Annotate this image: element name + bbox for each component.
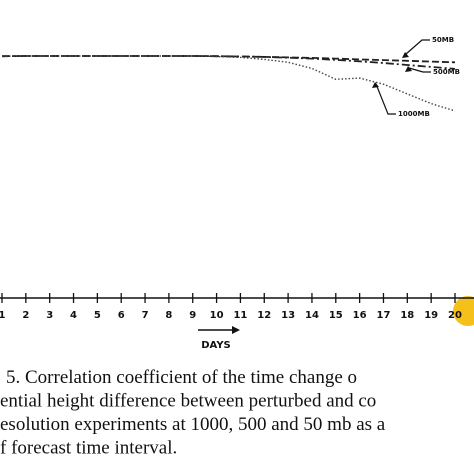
x-tick-label: 20 — [448, 310, 462, 321]
x-tick-label: 7 — [142, 310, 149, 321]
series-label: 50MB — [432, 36, 454, 44]
x-tick-label: 13 — [281, 310, 295, 321]
x-tick-label: 16 — [353, 310, 367, 321]
caption-line: f forecast time interval. — [0, 438, 177, 459]
x-tick-label: 4 — [70, 310, 77, 321]
highlight — [453, 296, 474, 326]
x-tick-label: 1 — [0, 310, 6, 321]
x-tick-label: 11 — [233, 310, 247, 321]
caption-line: esolution experiments at 1000, 500 and 5… — [0, 414, 386, 435]
x-tick-label: 8 — [165, 310, 172, 321]
x-tick-label: 12 — [257, 310, 271, 321]
label-leader — [408, 67, 431, 73]
series-line — [1, 55, 456, 112]
label-leader — [375, 83, 396, 115]
x-tick-label: 18 — [400, 310, 414, 321]
label-leader — [405, 39, 430, 55]
series-label: 500MB — [433, 68, 460, 76]
days-arrow-head — [232, 326, 240, 334]
label-arrow — [372, 82, 379, 88]
label-arrow — [405, 66, 412, 72]
series-label: 1000MB — [398, 110, 430, 118]
x-tick-label: 15 — [329, 310, 343, 321]
x-tick-label: 10 — [210, 310, 224, 321]
caption-line: 5. Correlation coefficient of the time c… — [6, 367, 357, 388]
x-tick-label: 5 — [94, 310, 101, 321]
x-axis-label: DAYS — [201, 340, 231, 351]
label-arrow — [402, 52, 409, 58]
x-tick-label: 19 — [424, 310, 438, 321]
x-tick-label: 6 — [118, 310, 125, 321]
x-tick-label: 2 — [22, 310, 29, 321]
x-tick-label: 17 — [377, 310, 391, 321]
caption-line: ential height difference between perturb… — [0, 391, 376, 412]
x-tick-label: 14 — [305, 310, 319, 321]
x-tick-label: 9 — [189, 310, 196, 321]
x-tick-label: 3 — [46, 310, 53, 321]
series-line — [1, 55, 456, 70]
